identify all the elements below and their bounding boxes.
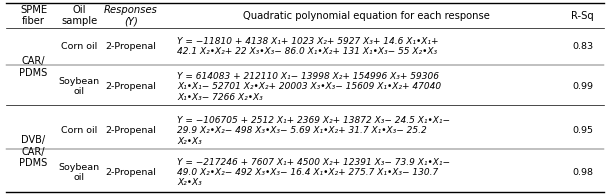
Text: 2-Propenal: 2-Propenal (106, 42, 157, 51)
Text: Y = 614083 + 212110 X₁− 13998 X₂+ 154996 X₃+ 59306
X₁•X₁− 52701 X₂•X₂+ 20003 X₃•: Y = 614083 + 212110 X₁− 13998 X₂+ 154996… (177, 72, 441, 102)
Text: Oil
sample: Oil sample (61, 5, 98, 26)
Text: CAR/
PDMS: CAR/ PDMS (20, 56, 48, 78)
Text: Responses
(Y): Responses (Y) (104, 5, 158, 26)
Text: SPME
fiber: SPME fiber (20, 5, 47, 26)
Text: DVB/
CAR/
PDMS: DVB/ CAR/ PDMS (20, 135, 48, 168)
Text: 2-Propenal: 2-Propenal (106, 126, 157, 135)
Text: Y = −106705 + 2512 X₁+ 2369 X₂+ 13872 X₃− 24.5 X₁•X₁−
29.9 X₂•X₂− 498 X₃•X₃− 5.6: Y = −106705 + 2512 X₁+ 2369 X₂+ 13872 X₃… (177, 116, 450, 145)
Text: 0.95: 0.95 (572, 126, 593, 135)
Text: Soybean
oil: Soybean oil (59, 163, 100, 182)
Text: 0.99: 0.99 (572, 82, 593, 91)
Text: 2-Propenal: 2-Propenal (106, 82, 157, 91)
Text: Soybean
oil: Soybean oil (59, 77, 100, 97)
Text: R-Sq: R-Sq (571, 11, 594, 21)
Text: 2-Propenal: 2-Propenal (106, 168, 157, 177)
Text: Corn oil: Corn oil (61, 42, 98, 51)
Text: Y = −217246 + 7607 X₁+ 4500 X₂+ 12391 X₃− 73.9 X₁•X₁−
49.0 X₂•X₂− 492 X₃•X₃− 16.: Y = −217246 + 7607 X₁+ 4500 X₂+ 12391 X₃… (177, 158, 450, 187)
Text: Corn oil: Corn oil (61, 126, 98, 135)
Text: Quadratic polynomial equation for each response: Quadratic polynomial equation for each r… (243, 11, 489, 21)
Text: 0.98: 0.98 (572, 168, 593, 177)
Text: 0.83: 0.83 (572, 42, 593, 51)
Text: Y = −11810 + 4138 X₁+ 1023 X₂+ 5927 X₃+ 14.6 X₁•X₁+
42.1 X₂•X₂+ 22 X₃•X₃− 86.0 X: Y = −11810 + 4138 X₁+ 1023 X₂+ 5927 X₃+ … (177, 37, 439, 57)
